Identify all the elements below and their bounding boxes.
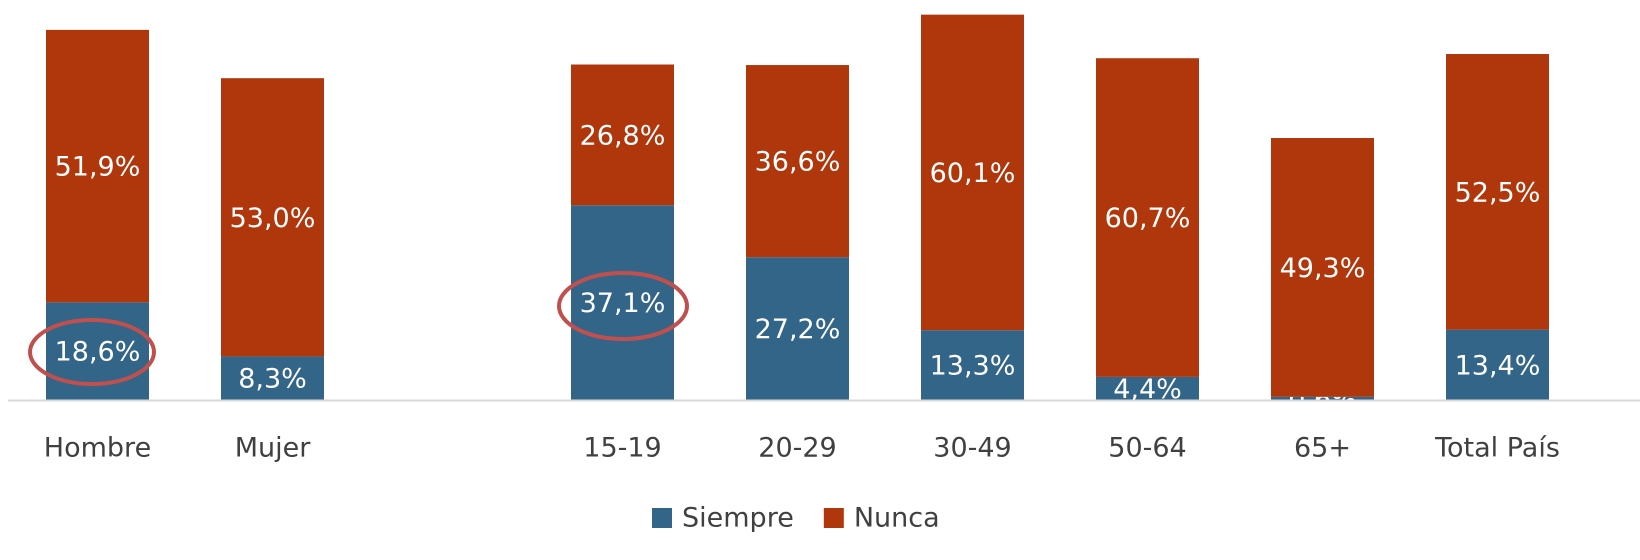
data-label: 51,9% <box>55 152 141 183</box>
bar-segment <box>571 64 674 206</box>
x-tick-label: Total País <box>1434 433 1560 464</box>
x-tick-label: 15-19 <box>583 433 661 464</box>
bar-segment <box>1271 138 1374 397</box>
data-label: 27,2% <box>755 314 841 345</box>
legend-swatch <box>652 508 672 528</box>
bar-segment <box>921 14 1024 331</box>
x-tick-label: Hombre <box>44 433 151 464</box>
highlight-circle <box>557 271 689 341</box>
x-tick-label: 20-29 <box>758 433 836 464</box>
data-label: 13,4% <box>1455 350 1541 381</box>
x-tick-label: Mujer <box>235 433 312 464</box>
highlight-circle <box>28 318 156 386</box>
legend-swatch <box>823 508 844 528</box>
bar-segment <box>1096 58 1199 377</box>
data-label: 4,4% <box>1113 374 1182 405</box>
bar-segment <box>1096 376 1199 400</box>
data-label: 13,3% <box>930 351 1016 382</box>
data-label: 37,1% <box>580 288 666 319</box>
bar-segment <box>1271 396 1374 400</box>
data-label: 26,8% <box>580 120 666 151</box>
bar-segment <box>221 356 324 400</box>
bar-segment <box>1446 54 1549 330</box>
data-label: 18,6% <box>55 337 141 368</box>
bar-segment <box>921 330 1024 400</box>
x-tick-label: 50-64 <box>1108 433 1186 464</box>
bar-segment <box>746 65 849 258</box>
legend-label: Siempre <box>682 503 794 534</box>
x-tick-label: 65+ <box>1294 433 1351 464</box>
bar-segment <box>1446 329 1549 400</box>
data-label: 60,1% <box>930 158 1016 189</box>
data-label: 52,5% <box>1455 177 1541 208</box>
x-tick-label: 30-49 <box>933 433 1011 464</box>
data-label: 36,6% <box>755 147 841 178</box>
data-label: 8,3% <box>238 364 307 395</box>
bar-segment <box>571 205 674 400</box>
bar-segment <box>221 78 324 357</box>
data-label: 49,3% <box>1280 253 1366 284</box>
bar-segment <box>46 29 149 303</box>
bar-segment <box>746 257 849 400</box>
legend-label: Nunca <box>854 503 940 534</box>
plot-area: 18,6% 51,9% 8,3% 53,0% 37,1% 26,8% 27,2% 36,6% 1… <box>46 14 1549 405</box>
data-label: 60,7% <box>1105 203 1191 234</box>
data-label: 53,0% <box>230 203 316 234</box>
